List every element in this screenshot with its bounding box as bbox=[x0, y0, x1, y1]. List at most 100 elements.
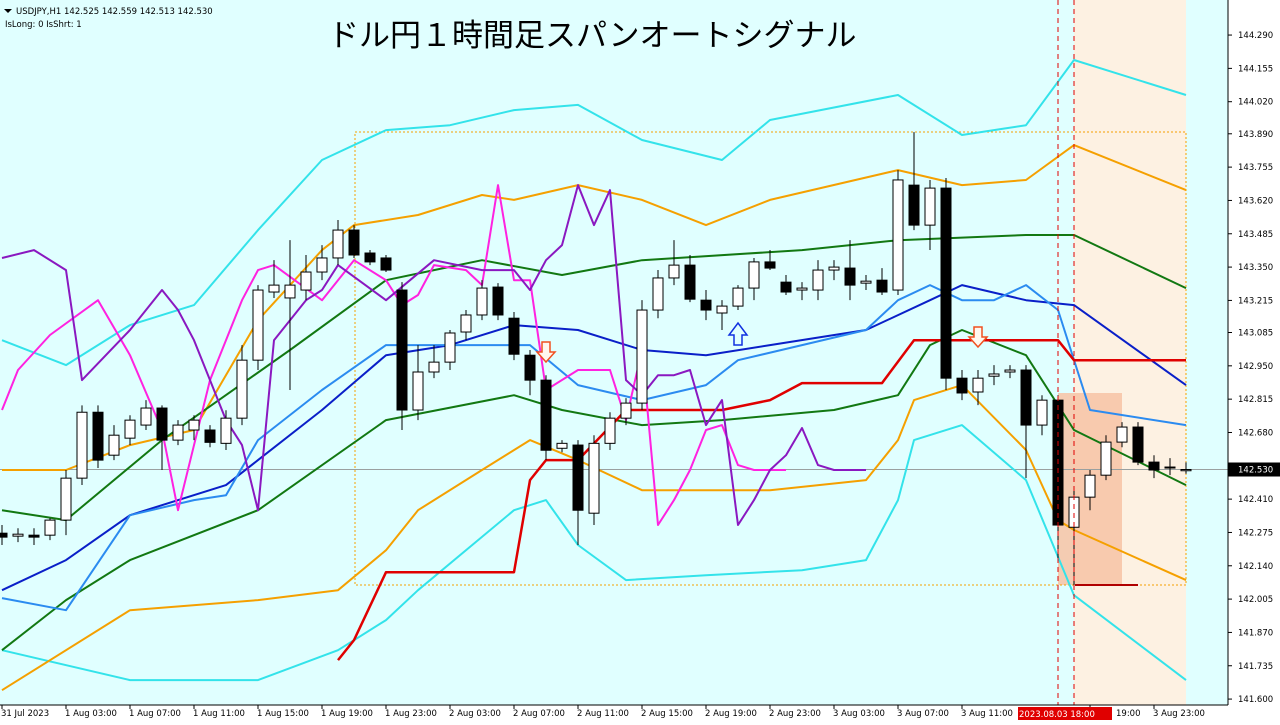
y-tick-label: 143.755 bbox=[1238, 163, 1273, 173]
candle-body bbox=[780, 281, 792, 293]
candle-body bbox=[1132, 426, 1144, 463]
x-tick-label: 2 Aug 11:00 bbox=[577, 709, 629, 719]
candle-body bbox=[700, 299, 712, 311]
candle-body bbox=[44, 519, 56, 536]
candle-body bbox=[988, 373, 1000, 377]
candle-body bbox=[188, 419, 200, 431]
indicator-line bbox=[1, 284, 1187, 592]
x-tick-label: 1 Aug 03:00 bbox=[65, 709, 117, 719]
y-tick-label: 142.815 bbox=[1238, 395, 1273, 405]
header: USDJPY,H1 142.525 142.559 142.513 142.53… bbox=[16, 7, 213, 17]
candle-body bbox=[204, 429, 216, 443]
candle-body bbox=[156, 407, 168, 441]
candle-body bbox=[476, 287, 488, 316]
indicator-line bbox=[1, 424, 1187, 682]
x-tick-label: 3 Aug 23:00 bbox=[1153, 709, 1205, 719]
x-tick-label: 1 Aug 07:00 bbox=[129, 709, 181, 719]
x-tick-label: 1 Aug 11:00 bbox=[193, 709, 245, 719]
candle-body bbox=[140, 407, 152, 426]
y-tick-label: 143.215 bbox=[1238, 296, 1273, 306]
x-tick-label: 2 Aug 07:00 bbox=[513, 709, 565, 719]
candle-body bbox=[428, 361, 440, 373]
candle-body bbox=[92, 411, 104, 461]
candle-body bbox=[412, 371, 424, 411]
candle-body bbox=[844, 267, 856, 286]
candle-body bbox=[684, 264, 696, 300]
candle-body bbox=[332, 229, 344, 259]
candle-body bbox=[604, 417, 616, 444]
candle-body bbox=[620, 402, 632, 419]
x-tick-label: 2 Aug 03:00 bbox=[449, 709, 501, 719]
candle-body bbox=[300, 271, 312, 291]
indicator-line bbox=[1, 59, 1187, 367]
sell-arrow bbox=[967, 326, 989, 349]
candle-body bbox=[732, 287, 744, 307]
candle-body bbox=[124, 419, 136, 439]
price-label: 142.530 bbox=[1238, 466, 1273, 476]
candle-body bbox=[1036, 399, 1048, 426]
candle-body bbox=[316, 257, 328, 273]
candle-body bbox=[348, 229, 360, 256]
candle-body bbox=[1180, 469, 1192, 472]
candle-body bbox=[1004, 369, 1016, 373]
indicator-line bbox=[1, 284, 1187, 612]
candle-body bbox=[284, 284, 296, 299]
y-tick-label: 142.140 bbox=[1238, 562, 1273, 572]
y-tick-label: 143.485 bbox=[1238, 230, 1273, 240]
y-tick-label: 144.290 bbox=[1238, 31, 1273, 41]
x-tick-label: 3 Aug 03:00 bbox=[833, 709, 885, 719]
candle-body bbox=[1148, 461, 1160, 471]
range-box bbox=[354, 131, 1187, 586]
candle-body bbox=[1100, 441, 1112, 476]
indicator-line bbox=[1, 184, 786, 526]
candle-body bbox=[108, 434, 120, 456]
x-tick-label: 2 Aug 19:00 bbox=[705, 709, 757, 719]
candle-body bbox=[972, 377, 984, 393]
candle-body bbox=[492, 286, 504, 316]
x-tick-label: 1 Aug 19:00 bbox=[321, 709, 373, 719]
x-tick-label: 1 Aug 15:00 bbox=[257, 709, 309, 719]
y-tick-label: 142.275 bbox=[1238, 528, 1273, 538]
candle-body bbox=[508, 317, 520, 355]
candle-body bbox=[796, 287, 808, 291]
y-tick-label: 143.085 bbox=[1238, 329, 1273, 339]
candle-body bbox=[220, 417, 232, 444]
candle-body bbox=[908, 184, 920, 226]
candle-body bbox=[460, 314, 472, 333]
y-tick-label: 141.600 bbox=[1238, 695, 1273, 705]
candle-body bbox=[268, 284, 280, 293]
candle-body bbox=[812, 269, 824, 291]
crosshair-label: 2023.08.03 18:00 bbox=[1019, 710, 1095, 720]
candle-body bbox=[396, 289, 408, 411]
candle-body bbox=[60, 477, 72, 521]
crosshair-box bbox=[1018, 707, 1112, 720]
chart-title: ドル円１時間足スパンオートシグナル bbox=[328, 18, 857, 54]
x-tick-label: 3 Aug 07:00 bbox=[897, 709, 949, 719]
candle-body bbox=[668, 264, 680, 279]
plot-background bbox=[0, 0, 1228, 705]
candle-body bbox=[1164, 466, 1176, 469]
y-tick-label: 142.680 bbox=[1238, 428, 1273, 438]
y-tick-label: 144.155 bbox=[1238, 64, 1273, 74]
candle-body bbox=[1084, 474, 1096, 498]
candle-body bbox=[876, 279, 888, 293]
x-tick-label: 1 Aug 23:00 bbox=[385, 709, 437, 719]
candle-body bbox=[652, 277, 664, 311]
candle-body bbox=[76, 411, 88, 479]
candle-body bbox=[236, 359, 248, 419]
candle-body bbox=[572, 444, 584, 511]
indicator-line bbox=[1, 184, 866, 526]
y-tick-label: 143.890 bbox=[1238, 130, 1273, 140]
candle-body bbox=[380, 257, 392, 271]
x-tick-label: 2 Aug 15:00 bbox=[641, 709, 693, 719]
x-tick-label: 31 Jul 2023 bbox=[1, 709, 49, 719]
candle-body bbox=[748, 261, 760, 289]
candle-body bbox=[860, 280, 872, 284]
y-tick-label: 142.410 bbox=[1238, 495, 1273, 505]
y-tick-label: 142.005 bbox=[1238, 595, 1273, 605]
candle-body bbox=[1020, 369, 1032, 426]
y-tick-label: 143.620 bbox=[1238, 196, 1273, 206]
candle-body bbox=[940, 187, 952, 379]
x-tick-label: 19:00 bbox=[1116, 709, 1141, 719]
